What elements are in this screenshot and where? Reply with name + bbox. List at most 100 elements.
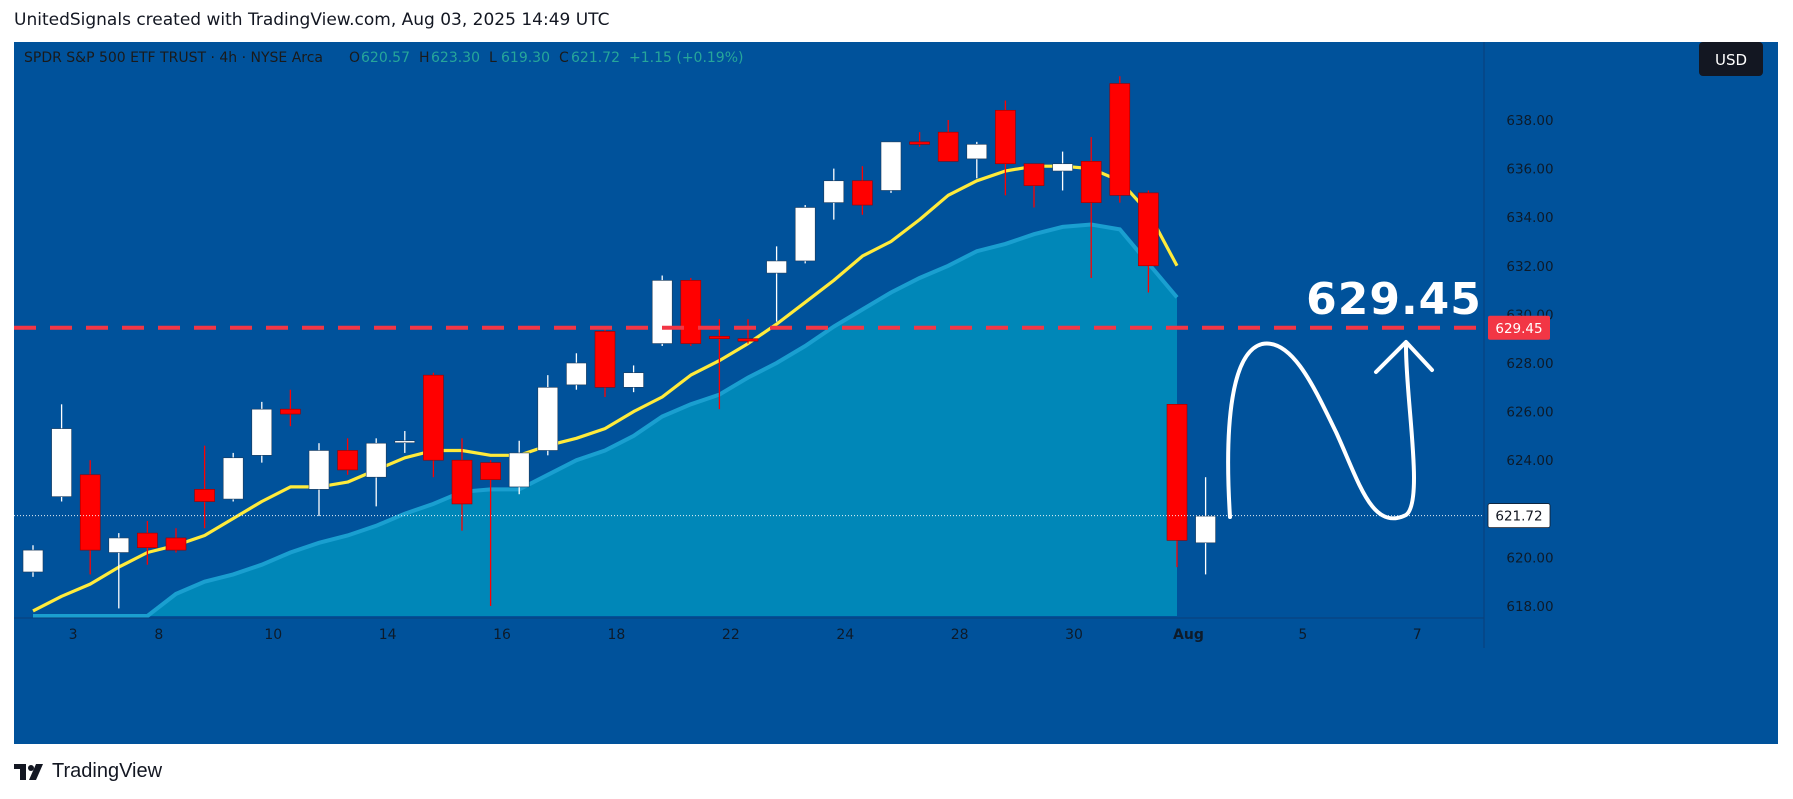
legend-o-label: O <box>349 50 360 66</box>
candle <box>966 141 988 179</box>
legend-c-label: C <box>559 50 569 66</box>
time-tick-label: 24 <box>836 627 854 643</box>
time-tick-label: 18 <box>608 627 626 643</box>
level-badge <box>1488 315 1550 340</box>
candle-body <box>451 459 473 505</box>
price-tick-label: 636.00 <box>1506 162 1553 178</box>
legend-h-label: H <box>419 50 430 66</box>
candle <box>537 375 559 456</box>
legend-low: 619.30 <box>501 50 550 66</box>
currency-badge[interactable]: USD <box>1699 42 1763 76</box>
candle <box>394 431 416 453</box>
candle <box>709 319 730 410</box>
candle-body <box>737 338 759 342</box>
time-tick-label: 16 <box>493 627 511 643</box>
last-price-badge-label: 621.72 <box>1495 509 1542 525</box>
price-tick-label: 624.00 <box>1506 453 1553 469</box>
candle-body <box>880 141 902 191</box>
candle <box>280 389 301 427</box>
area-series <box>33 222 1179 618</box>
candle <box>623 365 644 393</box>
candle <box>1138 190 1159 293</box>
tradingview-footer[interactable]: TradingView <box>14 760 162 783</box>
area-fill <box>33 224 1177 616</box>
candle-body <box>1109 83 1131 196</box>
candle-body <box>365 442 387 478</box>
candle-body <box>594 331 616 388</box>
candle <box>995 100 1016 196</box>
ohlc-legend: SPDR S&P 500 ETF TRUST · 4h · NYSE Arca … <box>24 50 743 66</box>
time-tick-label: 22 <box>722 627 740 643</box>
candle <box>1023 163 1045 208</box>
legend-close: 621.72 <box>571 50 620 66</box>
projection-curve <box>1226 341 1416 521</box>
candle <box>566 353 587 390</box>
candlestick-chart[interactable]: 618.00620.00624.00626.00628.00630.00632.… <box>14 42 1778 744</box>
candle-body <box>852 180 873 206</box>
time-tick-label: 8 <box>154 627 163 643</box>
candle <box>308 443 330 517</box>
candle <box>423 372 444 478</box>
candle-body <box>1166 404 1188 541</box>
hand-drawing: 629.45 <box>1226 274 1481 521</box>
legend-change: +1.15 (+0.19%) <box>629 50 743 66</box>
candle <box>651 275 673 346</box>
level-badge-label: 629.45 <box>1495 321 1542 337</box>
price-tick-label: 632.00 <box>1506 259 1553 275</box>
ema-series <box>32 164 1179 613</box>
candle <box>480 460 501 606</box>
candle-body <box>480 462 501 480</box>
candle-body <box>1052 163 1073 172</box>
candle <box>194 445 215 529</box>
time-tick-label: 5 <box>1298 627 1307 643</box>
time-tick-label: Aug <box>1173 627 1204 643</box>
candle-body <box>394 440 416 444</box>
legend-symbol: SPDR S&P 500 ETF TRUST · 4h · NYSE Arca <box>24 50 323 66</box>
price-tick-label: 634.00 <box>1506 210 1553 226</box>
ema-line <box>32 164 1179 613</box>
candle <box>165 528 187 553</box>
candle <box>1109 76 1131 203</box>
candle <box>737 319 759 344</box>
candle <box>909 132 930 147</box>
candle <box>680 277 702 346</box>
candle-body <box>966 144 988 160</box>
candle <box>22 545 44 577</box>
candle-body <box>194 489 215 502</box>
candle-body <box>537 386 559 451</box>
currency-badge-bg <box>1699 42 1763 76</box>
candle <box>108 533 130 609</box>
candle <box>251 401 273 463</box>
price-tick-label: 618.00 <box>1506 599 1553 615</box>
area-edge-line <box>33 222 1179 618</box>
last-price-badge <box>1487 503 1551 529</box>
price-axis[interactable]: 618.00620.00624.00626.00628.00630.00632.… <box>1483 42 1554 648</box>
candle-body <box>1080 161 1102 203</box>
candle-body <box>1138 192 1159 267</box>
candle-body <box>508 452 530 488</box>
time-tick-label: 28 <box>951 627 969 643</box>
candle-body <box>995 109 1016 165</box>
candle-body <box>280 408 301 415</box>
candle-body <box>165 537 187 551</box>
legend-l-label: L <box>489 50 497 66</box>
candle <box>365 438 387 507</box>
candle <box>137 520 158 565</box>
candle-body <box>423 374 444 461</box>
candle-body <box>79 474 101 551</box>
currency-label: USD <box>1715 51 1747 69</box>
price-tick-label: 626.00 <box>1506 405 1553 421</box>
candle <box>794 205 816 264</box>
candle <box>823 168 845 220</box>
candle <box>852 166 873 215</box>
candle-body <box>308 450 330 490</box>
candle <box>79 460 101 575</box>
candle-body <box>623 372 644 388</box>
candle-body <box>1195 515 1216 544</box>
time-axis[interactable]: 3 8 10 14 16 18 22 24 28 30 Aug 5 7 <box>14 617 1484 643</box>
candle-body <box>680 280 702 344</box>
chart-frame[interactable]: 618.00 620.00 624.00 626.00 628.00 630.00 632.… <box>14 42 1778 744</box>
candle-body <box>709 335 730 339</box>
time-tick-label: 10 <box>264 627 282 643</box>
time-tick-label: 3 <box>69 627 78 643</box>
